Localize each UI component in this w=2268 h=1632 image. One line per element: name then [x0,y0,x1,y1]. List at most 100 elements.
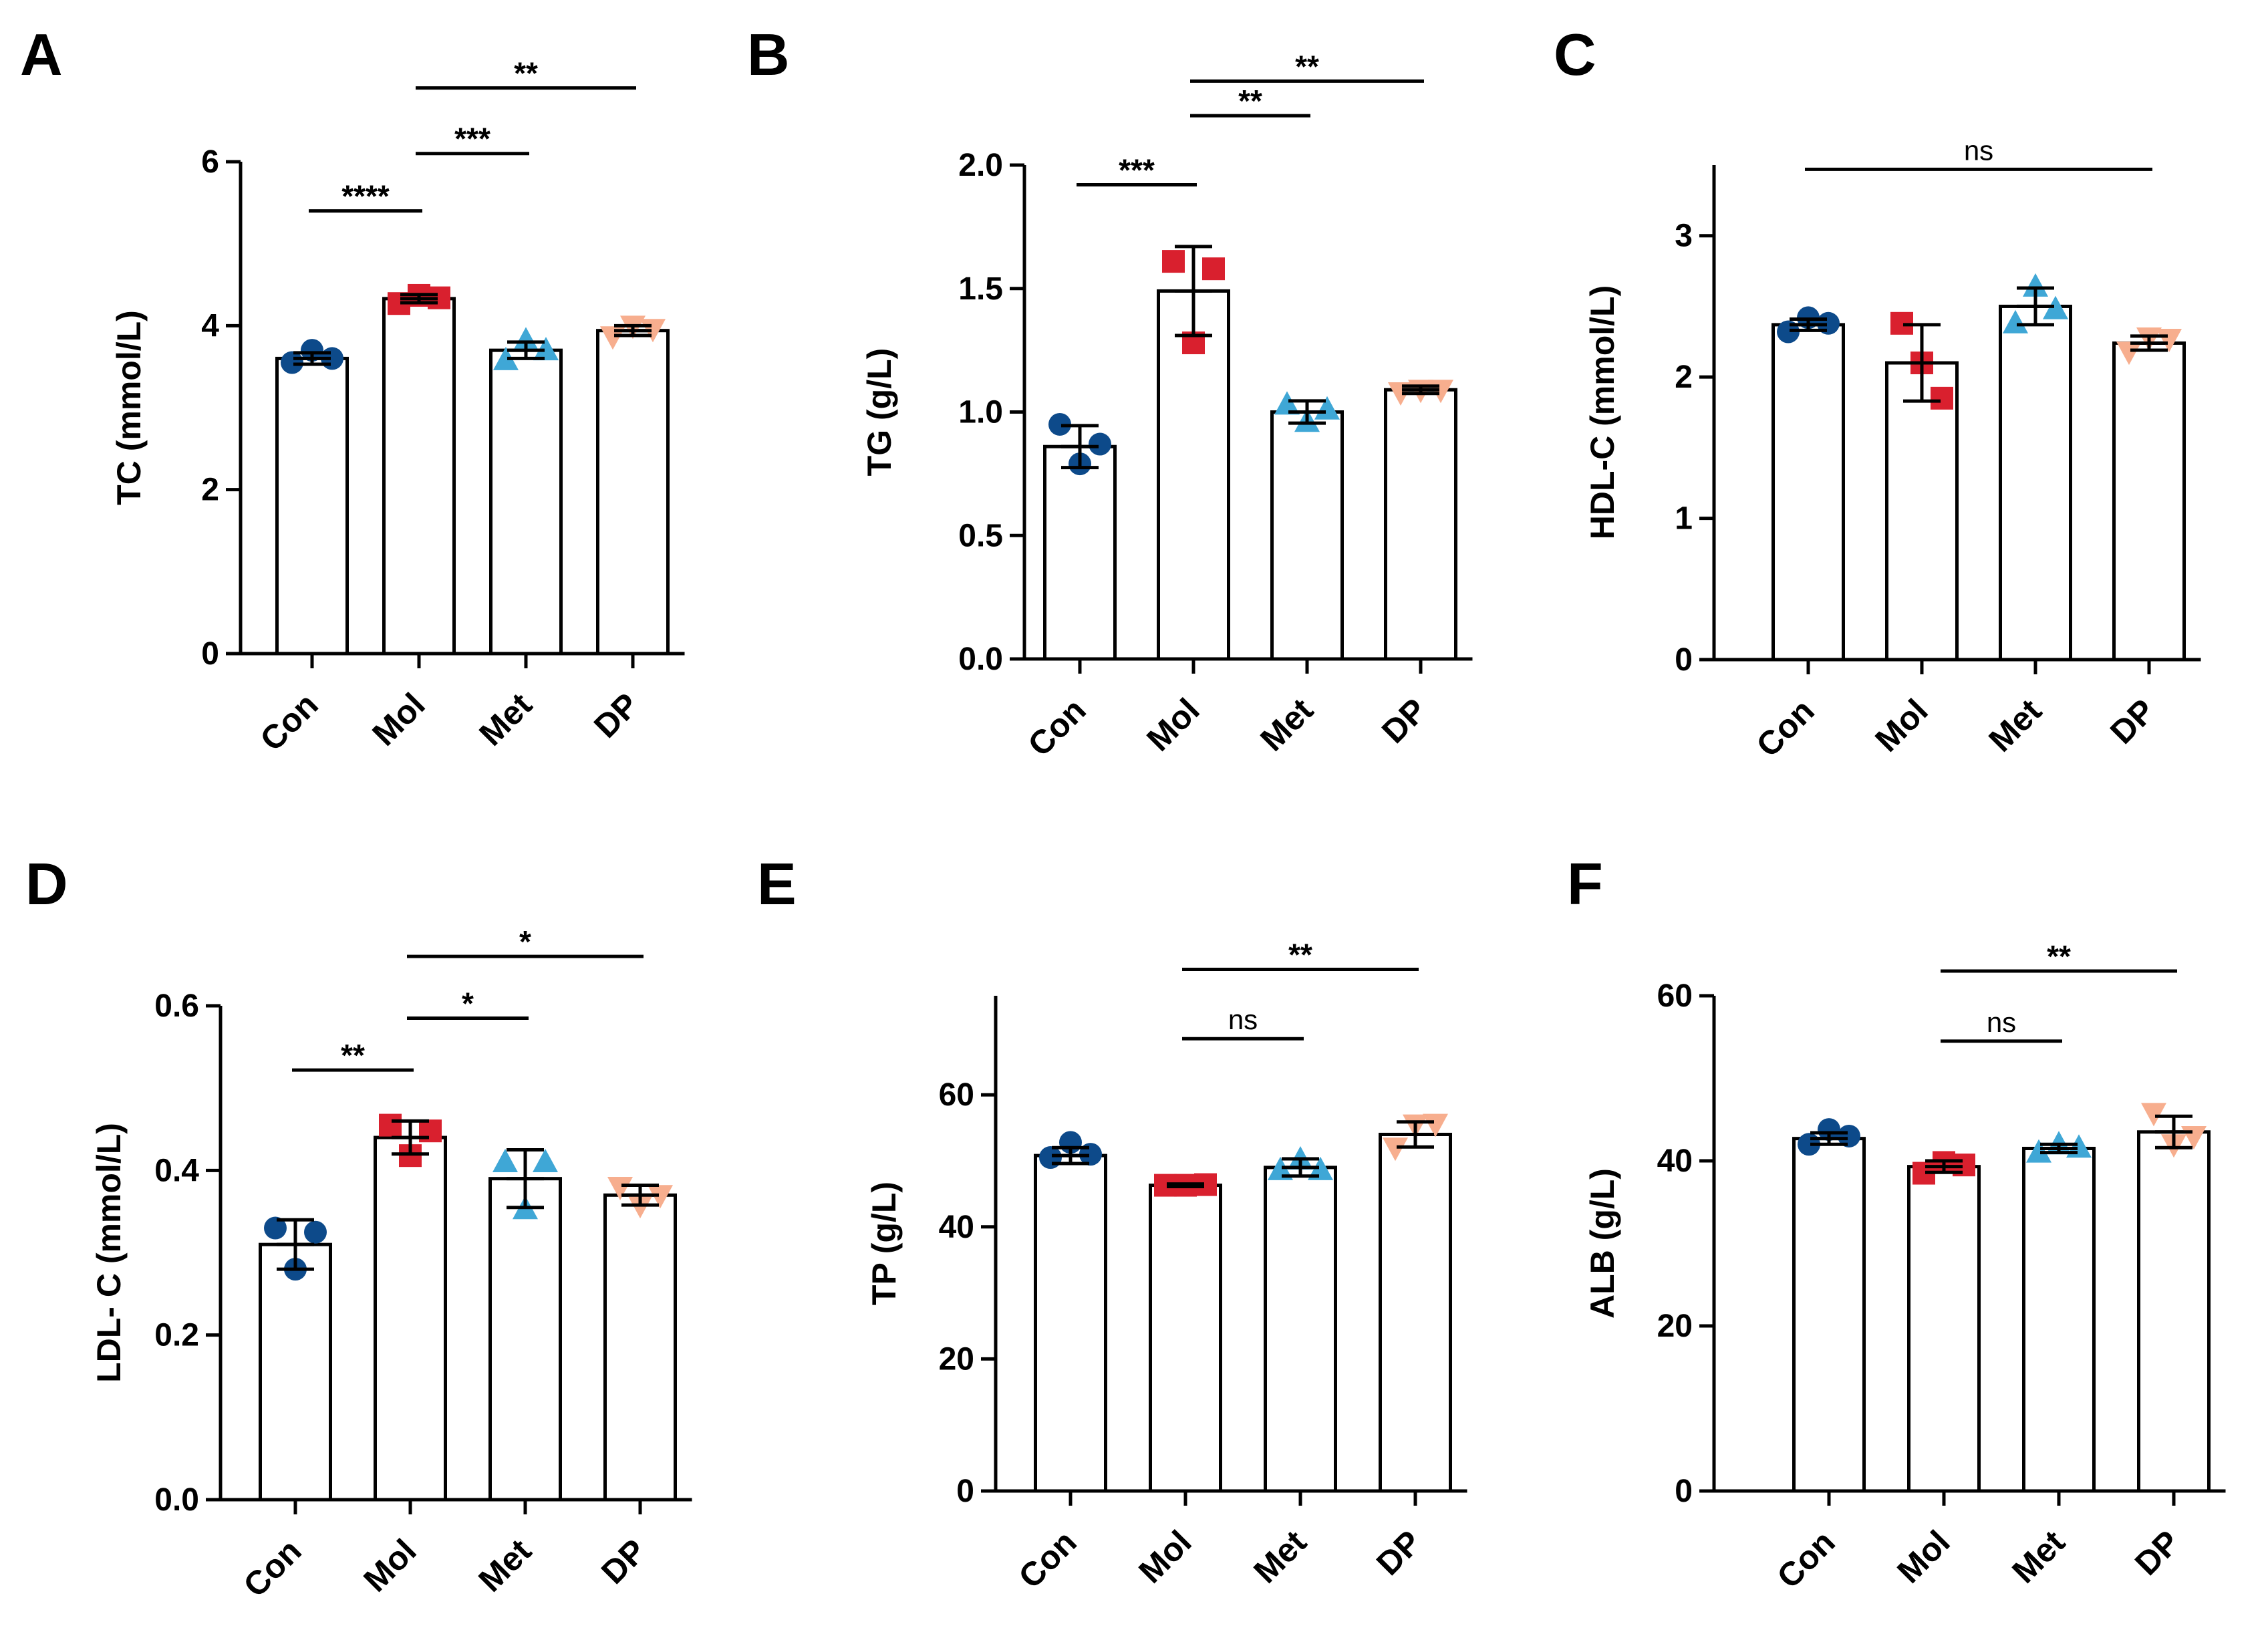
bar [603,1193,677,1502]
panel-e: E 0 20 40 60 TP (g/L) Con Mol Met DP ns ** [757,851,1467,1596]
y-tick-label: 0.5 [958,518,1003,553]
panel-letter: A [20,21,63,88]
bar [374,1135,447,1502]
panel-letter: B [747,21,790,88]
data-point [1308,1156,1333,1180]
data-point [1039,1146,1062,1170]
significance-label: *** [1119,153,1155,188]
bar [1771,323,1845,662]
significance-label: ** [514,56,538,91]
y-tick-label: 0 [956,1474,974,1509]
x-tick-label: Met [472,686,539,753]
y-tick-label: 0 [1675,642,1693,678]
data-point [2026,1139,2051,1163]
bar [2022,1146,2096,1493]
x-tick-label: Con [253,686,325,758]
data-point [1048,412,1071,436]
x-tick-label: Mol [1131,1523,1198,1590]
x-tick-label: Met [471,1532,539,1599]
x-tick-label: DP [594,1532,654,1591]
data-point [2023,273,2048,297]
bar [1907,1165,1981,1493]
panel-c: C 0 1 2 3 HDL-C (mmol/L) Con Mol Met DP ns [1554,21,2201,765]
y-tick-label: 1 [1675,501,1693,537]
y-tick-label: 20 [1657,1309,1693,1344]
significance-label: ** [1288,937,1312,972]
bar [1270,410,1344,661]
bar [1043,444,1117,661]
y-tick-label: 2.0 [958,148,1003,183]
x-tick-label: DP [587,686,646,745]
significance-label: ns [1964,134,1993,166]
y-axis-label: TP (g/L) [865,1182,903,1305]
bar [382,297,456,656]
significance-label: ** [1295,49,1319,84]
data-point [533,337,559,361]
data-point [264,1216,287,1240]
y-tick-label: 60 [1657,978,1693,1014]
y-tick-label: 1.5 [958,271,1003,307]
x-tick-label: Mol [1868,692,1935,759]
data-point [533,1149,558,1173]
panel-d: D 0.0 0.2 0.4 0.6 LDL- C (mmol/L) Con Mol Met DP *… [25,851,692,1605]
y-tick-label: 40 [939,1210,974,1245]
x-tick-label: Mol [1890,1523,1957,1590]
bar [1792,1137,1866,1493]
significance-label: **** [341,179,390,214]
panel-letter: E [757,851,797,917]
x-tick-label: Mol [365,686,432,753]
data-point [1383,1137,1408,1162]
data-point [1268,1156,1293,1180]
data-point [1202,257,1225,281]
y-tick-label: 4 [201,308,219,344]
y-tick-label: 0.0 [154,1482,199,1518]
bar [1034,1153,1107,1493]
data-point [492,1149,518,1173]
x-tick-label: Met [1981,692,2049,759]
bar [1264,1166,1337,1493]
significance-label: ** [341,1038,365,1073]
y-tick-label: 2 [1675,360,1693,395]
data-point [1818,1118,1840,1141]
y-axis-label: ALB (g/L) [1584,1168,1621,1319]
data-point [1089,432,1111,456]
significance-label: ns [1987,1006,2016,1038]
x-tick-label: Con [1020,691,1093,763]
x-tick-label: Met [1253,691,1320,759]
data-point [2043,295,2068,319]
y-tick-label: 0.0 [958,642,1003,677]
bar [596,329,670,656]
y-axis-label: TC (mmol/L) [110,310,148,505]
bar [275,356,349,656]
y-axis-label: LDL- C (mmol/L) [90,1123,128,1383]
bar [488,1177,562,1502]
panel-letter: F [1567,851,1603,917]
y-tick-label: 2 [201,472,219,508]
x-tick-label: Con [1749,692,1821,764]
y-tick-label: 6 [201,144,219,180]
x-tick-label: Con [236,1532,308,1604]
y-axis-label: TG (g/L) [861,348,898,477]
bar [1885,361,1959,662]
y-tick-label: 40 [1657,1143,1693,1179]
bar [1384,388,1457,661]
x-tick-label: Met [1246,1523,1314,1591]
y-axis-label: HDL-C (mmol/L) [1584,285,1621,540]
bar [1149,1184,1222,1493]
y-tick-label: 1.0 [958,395,1003,430]
data-point [304,1220,327,1244]
x-tick-label: DP [2103,692,2162,751]
data-point [2116,342,2142,366]
data-point [2141,1103,2166,1127]
x-tick-label: Mol [1139,691,1206,758]
data-point [301,339,323,362]
data-point [1314,396,1340,420]
panel-b: B0.00.51.01.52.0TG (g/L)Con Mol Met DP*****… [747,21,1473,764]
significance-label: * [462,986,474,1021]
data-point [607,1176,633,1200]
y-tick-label: 0 [1675,1474,1693,1509]
data-point [493,346,519,370]
bar [259,1242,332,1502]
data-point [379,1113,402,1137]
